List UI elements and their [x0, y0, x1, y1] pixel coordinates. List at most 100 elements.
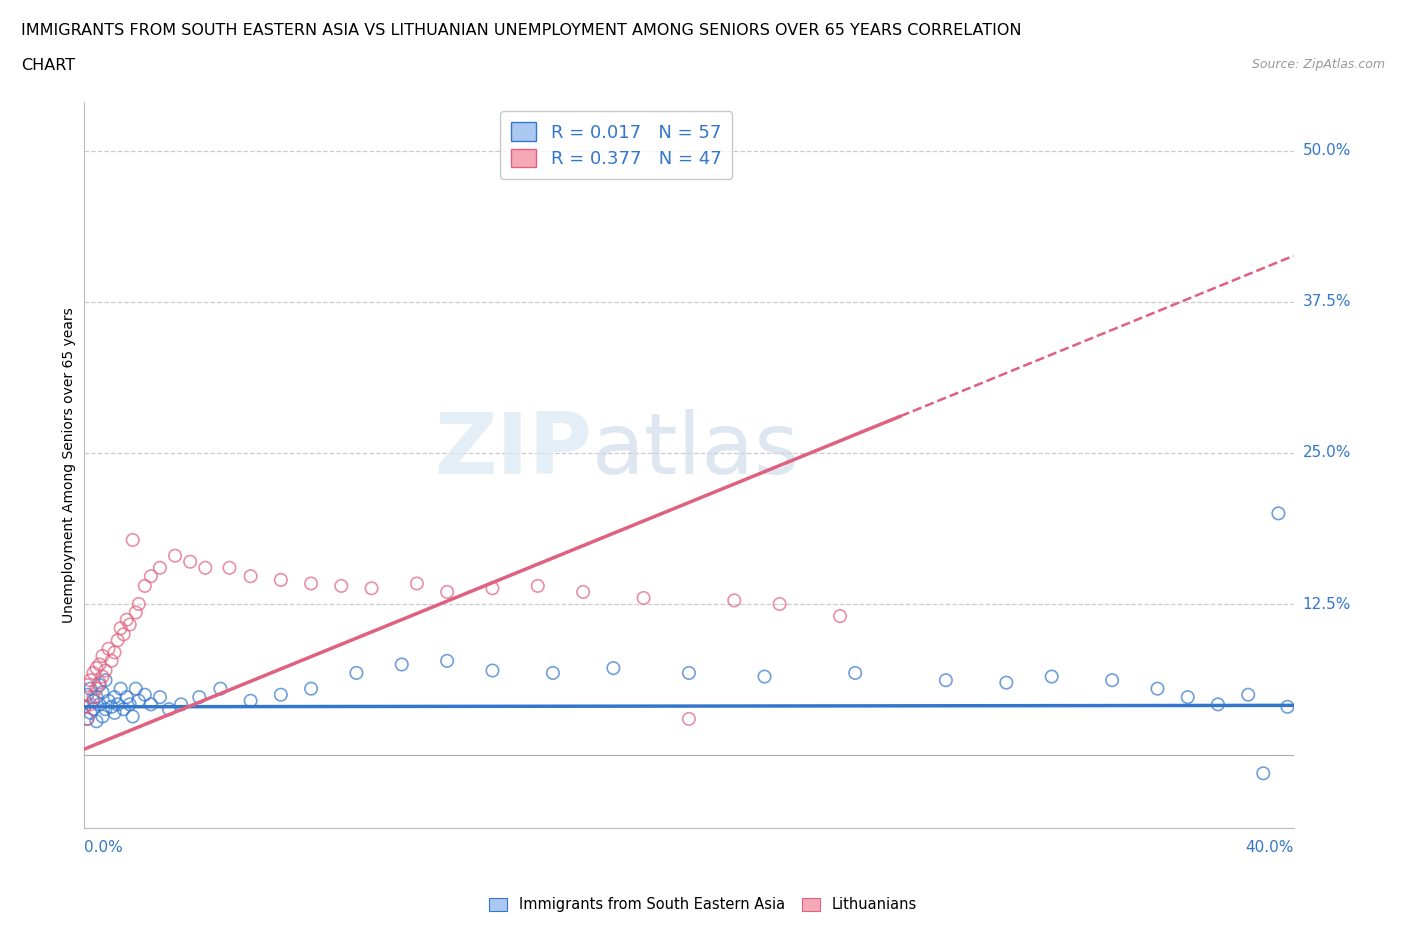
Y-axis label: Unemployment Among Seniors over 65 years: Unemployment Among Seniors over 65 years [62, 307, 76, 623]
Point [678, 666, 700, 681]
Point [844, 666, 866, 681]
Point [112, 702, 135, 717]
Point [149, 560, 172, 575]
Point [134, 687, 156, 702]
Point [1101, 672, 1123, 687]
Point [91, 670, 114, 684]
Point [104, 690, 127, 705]
Point [121, 533, 143, 548]
Point [89, 675, 111, 690]
Point [94, 663, 117, 678]
Point [79, 697, 101, 711]
Point [723, 593, 745, 608]
Point [97, 642, 120, 657]
Point [179, 554, 201, 569]
Point [270, 573, 292, 588]
Point [79, 705, 101, 720]
Point [481, 581, 503, 596]
Text: CHART: CHART [21, 58, 75, 73]
Point [299, 576, 322, 591]
Point [89, 678, 111, 693]
Point [209, 681, 232, 696]
Point [76, 711, 98, 726]
Point [270, 687, 292, 702]
Point [330, 578, 353, 593]
Point [82, 690, 104, 705]
Point [346, 666, 368, 681]
Point [299, 681, 322, 696]
Text: 25.0%: 25.0% [1302, 445, 1351, 460]
Text: 50.0%: 50.0% [1302, 143, 1351, 158]
Point [97, 694, 120, 709]
Point [754, 670, 776, 684]
Point [1267, 506, 1289, 521]
Text: ZIP: ZIP [434, 409, 592, 492]
Point [125, 681, 148, 696]
Point [1277, 699, 1299, 714]
Point [139, 697, 162, 711]
Point [572, 585, 595, 600]
Point [76, 687, 98, 702]
Point [79, 672, 101, 687]
Point [406, 576, 429, 591]
Point [76, 678, 98, 693]
Point [79, 681, 101, 696]
Point [86, 681, 108, 696]
Point [1206, 697, 1229, 711]
Text: 12.5%: 12.5% [1302, 596, 1351, 612]
Text: 0.0%: 0.0% [84, 840, 124, 855]
Point [94, 702, 117, 717]
Point [91, 709, 114, 724]
Point [995, 675, 1018, 690]
Point [110, 621, 132, 636]
Point [541, 666, 564, 681]
Point [86, 714, 108, 729]
Point [107, 697, 129, 711]
Point [830, 609, 852, 624]
Point [121, 709, 143, 724]
Point [157, 702, 180, 717]
Point [391, 657, 413, 671]
Point [134, 578, 156, 593]
Legend: Immigrants from South Eastern Asia, Lithuanians: Immigrants from South Eastern Asia, Lith… [484, 891, 922, 918]
Point [86, 690, 108, 705]
Point [115, 612, 138, 627]
Point [128, 597, 150, 612]
Legend: R = 0.017   N = 57, R = 0.377   N = 47: R = 0.017 N = 57, R = 0.377 N = 47 [501, 112, 733, 179]
Point [1237, 687, 1260, 702]
Point [100, 654, 122, 669]
Point [139, 569, 162, 584]
Point [125, 605, 148, 620]
Point [678, 711, 700, 726]
Point [94, 672, 117, 687]
Point [526, 578, 548, 593]
Point [82, 666, 104, 681]
Point [602, 660, 624, 675]
Point [163, 549, 186, 564]
Point [91, 648, 114, 663]
Point [89, 657, 111, 671]
Point [110, 681, 132, 696]
Point [218, 560, 240, 575]
Text: 40.0%: 40.0% [1246, 840, 1294, 855]
Text: 37.5%: 37.5% [1302, 294, 1351, 310]
Point [100, 699, 122, 714]
Text: Source: ZipAtlas.com: Source: ZipAtlas.com [1251, 58, 1385, 71]
Text: IMMIGRANTS FROM SOUTH EASTERN ASIA VS LITHUANIAN UNEMPLOYMENT AMONG SENIORS OVER: IMMIGRANTS FROM SOUTH EASTERN ASIA VS LI… [21, 23, 1022, 38]
Point [769, 597, 792, 612]
Point [128, 694, 150, 709]
Point [1177, 690, 1199, 705]
Point [239, 694, 262, 709]
Point [118, 697, 141, 711]
Point [194, 560, 217, 575]
Point [73, 699, 96, 714]
Point [86, 660, 108, 675]
Point [633, 591, 655, 605]
Point [104, 645, 127, 660]
Point [239, 569, 262, 584]
Point [89, 697, 111, 711]
Point [82, 694, 104, 709]
Point [91, 684, 114, 699]
Point [1040, 670, 1063, 684]
Point [104, 705, 127, 720]
